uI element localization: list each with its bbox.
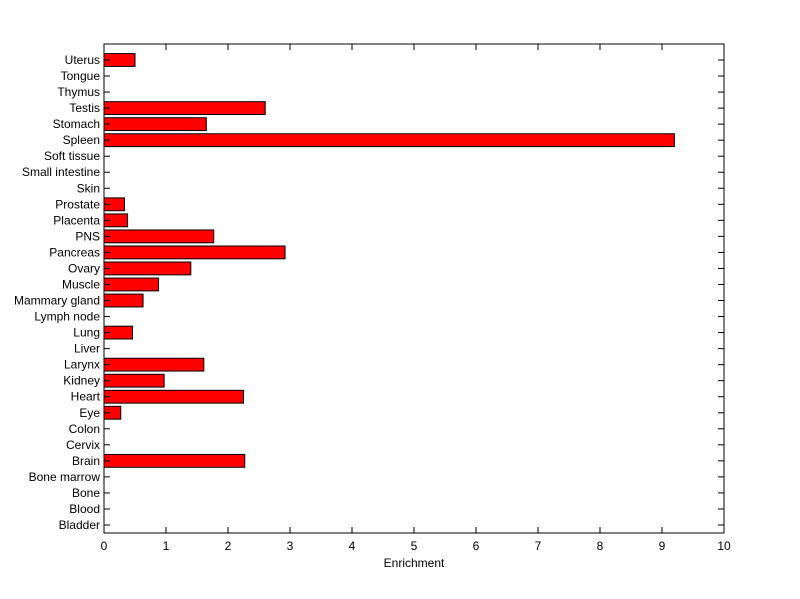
y-tick-label: Cervix [66,438,100,452]
bar-testis [103,101,266,116]
bar-kidney [103,373,165,388]
y-tick-label: Muscle [62,277,100,291]
x-tick-label: 1 [163,539,170,553]
y-tick-labels: Uterus Tongue Thymus Testis Stomach Spleen Sof… [14,53,101,532]
y-tick-label: Lymph node [34,310,100,324]
y-tick-label: Lung [73,326,100,340]
bar-ovary [103,261,192,276]
y-tick-label: Larynx [64,358,100,372]
y-tick-label: Soft tissue [44,149,100,163]
y-tick-label: Brain [72,454,100,468]
y-tick-label: Bone marrow [29,470,101,484]
y-tick-label: Pancreas [49,245,100,259]
y-tick-label: Spleen [63,133,100,147]
y-tick-label: Thymus [57,85,100,99]
bar-brain [103,453,246,468]
bar-pancreas [103,245,286,260]
x-tick-label: 10 [717,539,731,553]
y-tick-label: Bone [72,486,100,500]
y-tick-label: Liver [74,342,100,356]
bar-pns [103,229,215,244]
y-tick-label: Kidney [63,374,100,388]
y-tick-label: Small intestine [22,165,100,179]
y-tick-label: Ovary [68,261,100,275]
x-tick-label: 8 [597,539,604,553]
bar-heart [103,389,244,404]
x-tick-label: 5 [411,539,418,553]
x-axis-label: Enrichment [384,556,445,570]
ticks-group [103,44,725,533]
x-tick-label: 2 [225,539,232,553]
bar-stomach [103,117,207,132]
y-tick-label: Prostate [55,197,100,211]
y-tick-label: Colon [69,422,100,436]
x-tick-label: 0 [101,539,108,553]
bar-muscle [103,277,160,292]
y-tick-label: Eye [79,406,100,420]
y-tick-label: Bladder [59,518,100,532]
x-tick-label: 6 [473,539,480,553]
y-tick-label: Testis [69,101,100,115]
bars-group [103,53,675,468]
y-tick-label: Mammary gland [14,294,100,308]
bar-spleen [103,133,675,148]
x-tick-labels: 0 1 2 3 4 5 6 7 8 9 10 [101,539,731,553]
y-tick-label: PNS [75,229,100,243]
y-tick-label: Skin [77,181,100,195]
x-tick-label: 3 [287,539,294,553]
bar-larynx [103,357,205,372]
y-tick-label: Uterus [65,53,100,67]
x-tick-label: 7 [535,539,542,553]
y-tick-label: Blood [69,502,100,516]
x-tick-label: 4 [349,539,356,553]
x-tick-label: 9 [659,539,666,553]
y-tick-label: Tongue [61,69,101,83]
y-tick-label: Placenta [53,213,100,227]
y-tick-label: Heart [71,390,101,404]
y-tick-label: Stomach [53,117,100,131]
